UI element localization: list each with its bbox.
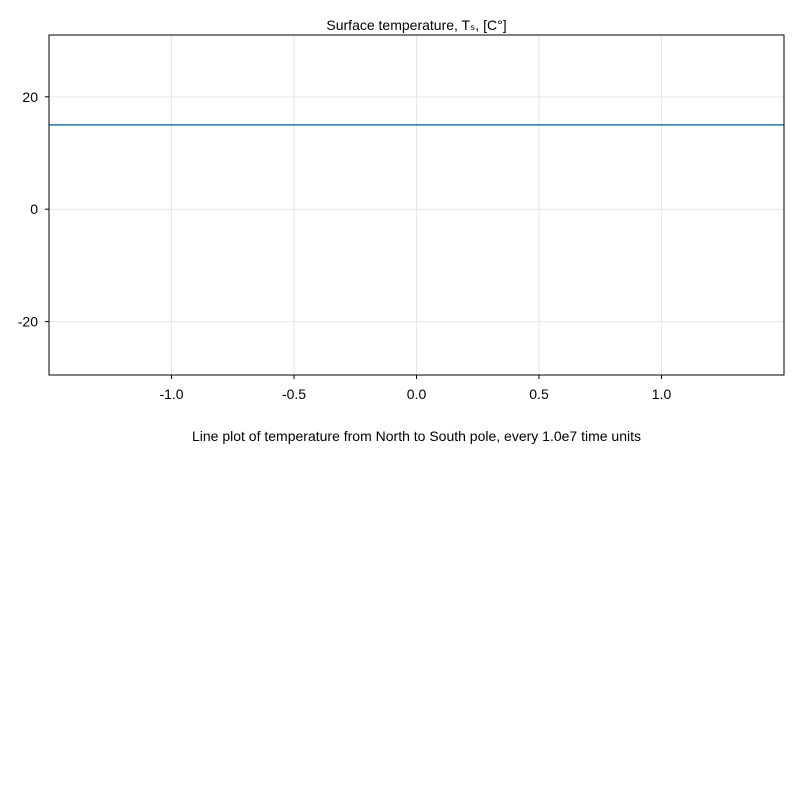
x-axis-ticks: -1.0 -0.5 0.0 0.5 1.0 [159, 375, 671, 402]
y-tick-label: -20 [18, 314, 38, 330]
chart-title: Surface temperature, Tₛ, [C°] [326, 17, 506, 33]
grid [49, 35, 784, 375]
x-tick-label: 1.0 [652, 386, 672, 402]
x-axis-label: Line plot of temperature from North to S… [192, 428, 641, 444]
y-axis-ticks: -20 0 20 [18, 89, 49, 330]
x-tick-label: -1.0 [159, 386, 183, 402]
x-tick-label: -0.5 [282, 386, 306, 402]
y-tick-label: 20 [22, 89, 38, 105]
x-tick-label: 0.5 [529, 386, 549, 402]
x-tick-label: 0.0 [407, 386, 427, 402]
y-tick-label: 0 [30, 201, 38, 217]
